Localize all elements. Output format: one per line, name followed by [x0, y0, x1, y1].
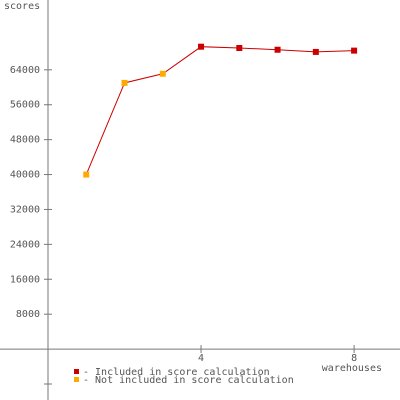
data-point	[236, 45, 243, 51]
data-line	[85, 46, 355, 175]
data-point	[198, 43, 205, 50]
legend-swatch	[74, 377, 79, 382]
y-tick-label: 24000	[10, 239, 40, 250]
y-tick-label: 56000	[10, 100, 40, 111]
y-tick-label: 40000	[10, 170, 40, 181]
data-point	[351, 47, 358, 54]
y-tick-label: 48000	[10, 135, 40, 146]
legend-swatch	[74, 369, 79, 374]
data-point	[274, 46, 281, 53]
data-point	[121, 79, 128, 86]
y-tick-label: 8000	[16, 309, 40, 320]
legend-label: - Included in score calculation	[83, 367, 270, 378]
data-point	[83, 171, 90, 178]
legend-label: - Not included in score calculation	[83, 375, 294, 386]
x-tick-label: 8	[351, 353, 357, 364]
data-point	[312, 48, 319, 55]
x-axis-title: warehouses	[322, 363, 382, 374]
y-tick-label: 64000	[10, 65, 40, 76]
y-axis-title: scores	[4, 1, 40, 12]
x-tick-label: 4	[198, 353, 204, 364]
y-tick-label: 32000	[10, 204, 40, 215]
data-point	[159, 70, 166, 77]
y-tick-label: 16000	[10, 274, 40, 285]
